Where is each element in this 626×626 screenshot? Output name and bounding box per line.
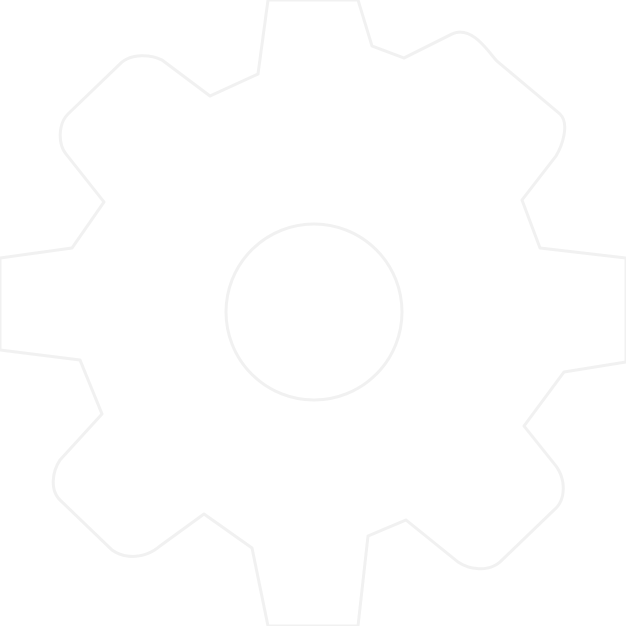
gear-icon	[0, 0, 626, 626]
icon-canvas	[0, 0, 626, 626]
